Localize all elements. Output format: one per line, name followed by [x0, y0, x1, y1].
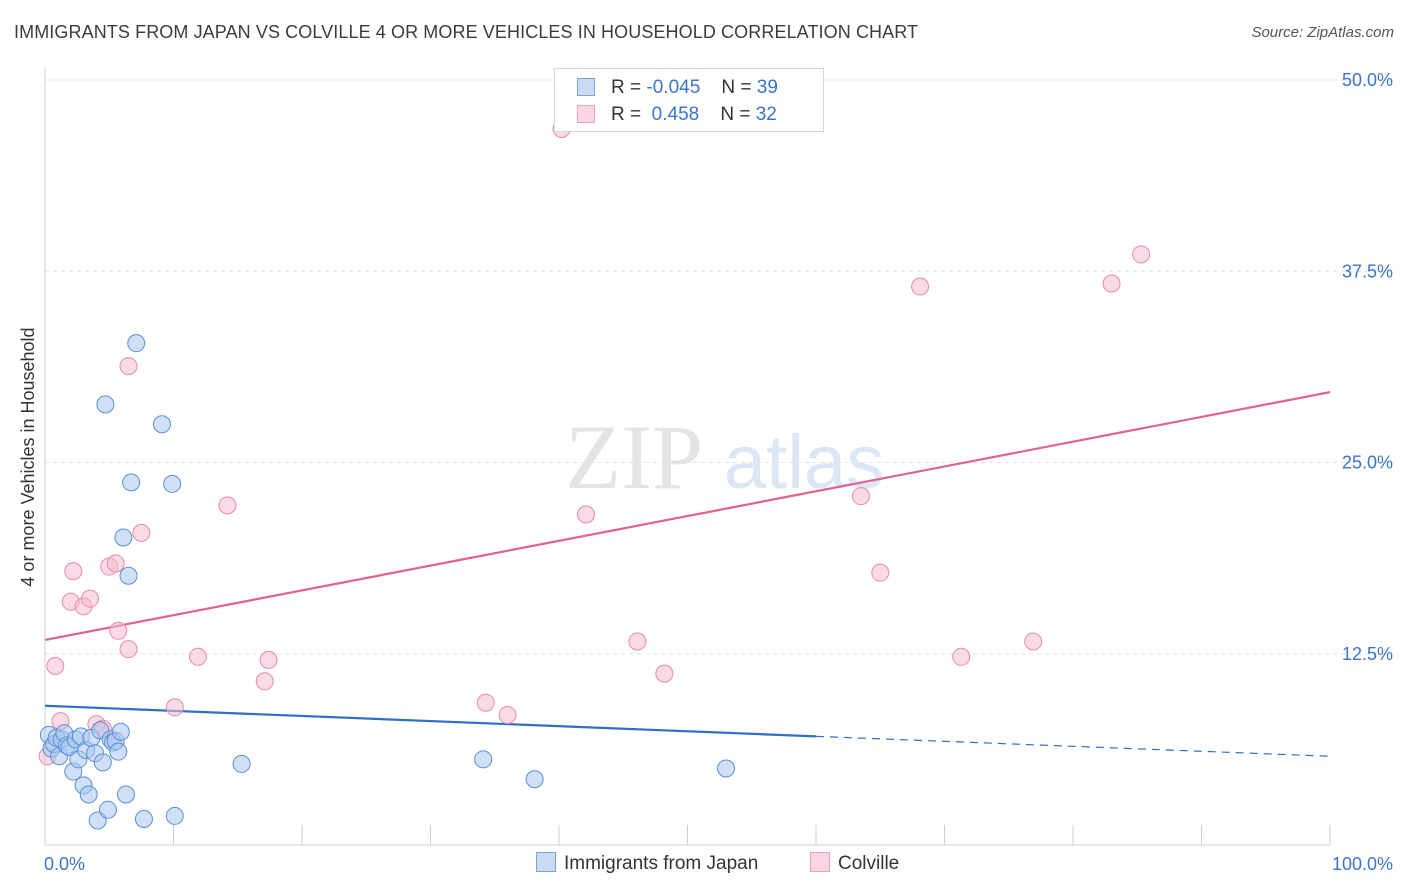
legend-r-value: -0.045: [646, 77, 701, 98]
japan-point: [119, 566, 138, 585]
y-tick-label: 25.0%: [1342, 453, 1393, 473]
bottom-legend-label-japan: Immigrants from Japan: [564, 853, 759, 874]
colville-point: [498, 705, 517, 724]
legend-r-label: R =: [611, 77, 642, 98]
bottom-legend-label-colville: Colville: [838, 853, 900, 874]
japan-point: [93, 753, 112, 772]
colville-point: [1132, 245, 1151, 264]
japan-point: [114, 528, 133, 547]
japan-point: [232, 754, 251, 773]
colville-point: [119, 357, 138, 376]
legend-text-japan: R = -0.045 N = 39: [611, 77, 778, 99]
colville-point: [476, 693, 495, 712]
japan-point: [152, 415, 171, 434]
y-tick-label: 12.5%: [1342, 644, 1393, 664]
colville-point: [64, 562, 83, 581]
colville-point: [655, 664, 674, 683]
japan-point: [474, 750, 493, 769]
colville-point: [188, 647, 207, 666]
x-tick-label: 100.0%: [1332, 854, 1393, 874]
correlation-legend: R = -0.045 N = 39 R = 0.458 N = 32: [554, 68, 824, 132]
japan-trend-line: [44, 704, 817, 738]
legend-n-label: N =: [720, 104, 751, 125]
source-credit: Source: ZipAtlas.com: [1251, 24, 1394, 41]
legend-r-label: R =: [611, 104, 642, 125]
colville-point: [132, 523, 151, 542]
legend-r-value: 0.458: [646, 104, 700, 125]
colville-point: [218, 496, 237, 515]
chart-title: IMMIGRANTS FROM JAPAN VS COLVILLE 4 OR M…: [14, 22, 919, 42]
bottom-legend-swatch-japan: [536, 852, 556, 872]
colville-point: [80, 589, 99, 608]
y-axis-tick-labels: 12.5% 25.0% 37.5% 50.0%: [1342, 70, 1393, 664]
colville-point: [911, 277, 930, 296]
japan-point: [109, 742, 128, 761]
colville-point: [106, 554, 125, 573]
gridlines: [45, 79, 1392, 655]
colville-point: [628, 632, 647, 651]
colville-point: [576, 505, 595, 524]
japan-point: [717, 759, 736, 778]
colville-point: [851, 487, 870, 506]
japan-point: [96, 395, 115, 414]
legend-n-value: 32: [755, 104, 777, 125]
colville-point: [165, 698, 184, 717]
legend-swatch-japan: [577, 78, 595, 96]
x-tick-label: 0.0%: [44, 854, 85, 874]
y-tick-label: 50.0%: [1342, 70, 1393, 90]
japan-point: [116, 785, 135, 804]
japan-point: [165, 806, 184, 825]
japan-point: [127, 334, 146, 353]
x-axis-tick-labels: 0.0% 100.0%: [44, 854, 1393, 874]
japan-point: [111, 722, 130, 741]
colville-point: [259, 650, 278, 669]
colville-point: [46, 656, 65, 675]
japan-point: [134, 809, 153, 828]
japan-point: [525, 770, 544, 789]
colville-point: [119, 640, 138, 659]
japan-point: [122, 473, 141, 492]
bottom-legend-japan: Immigrants from Japan: [536, 852, 758, 875]
legend-n-value: 39: [756, 77, 778, 98]
legend-n-label: N =: [721, 77, 752, 98]
japan-trend-extension: [815, 735, 1331, 757]
colville-point: [871, 563, 890, 582]
watermark-zip: ZIP: [565, 406, 703, 508]
japan-points: [39, 334, 736, 830]
japan-point: [98, 800, 117, 819]
colville-point: [1102, 274, 1121, 293]
colville-point: [109, 621, 128, 640]
colville-point: [1024, 632, 1043, 651]
y-tick-label: 37.5%: [1342, 261, 1393, 281]
x-axis-ticks: [173, 825, 1331, 845]
colville-point: [952, 647, 971, 666]
colville-point: [255, 672, 274, 691]
bottom-legend-swatch-colville: [810, 852, 830, 872]
watermark: ZIP atlas: [565, 406, 884, 508]
legend-swatch-colville: [577, 105, 595, 123]
y-axis-label: 4 or more Vehicles in Household: [18, 327, 38, 586]
bottom-legend-colville: Colville: [810, 852, 899, 875]
japan-point: [163, 474, 182, 493]
legend-text-colville: R = 0.458 N = 32: [611, 104, 777, 126]
japan-point: [79, 785, 98, 804]
colville-trend-line: [44, 391, 1331, 642]
